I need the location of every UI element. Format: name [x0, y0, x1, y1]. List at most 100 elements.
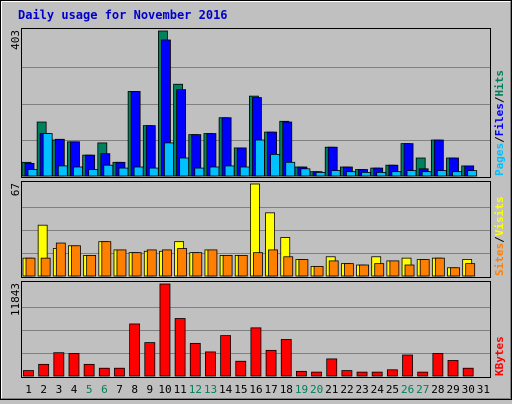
bar-pages-day-9: [148, 167, 159, 177]
legend-separator: /: [493, 236, 506, 243]
bar-pages-day-16: [255, 139, 265, 177]
bar-sites-day-8: [131, 252, 142, 277]
bar-sites-day-21: [328, 260, 339, 277]
bar-sites-day-15: [237, 255, 248, 277]
bar-kbytes-day-19: [296, 370, 307, 377]
bar-sites-day-1: [25, 257, 36, 277]
bar-pages-day-8: [133, 166, 144, 177]
bar-pages-day-13: [209, 166, 220, 177]
bar-pages-day-17: [270, 154, 280, 177]
max-value-label-top: 403: [9, 30, 22, 50]
panel-border-top: [21, 28, 491, 178]
max-value-label-middle: 67: [9, 183, 22, 196]
bar-sites-day-30: [465, 263, 476, 277]
bar-pages-day-29: [452, 171, 462, 177]
bar-kbytes-day-27: [417, 371, 429, 377]
legend-item-sites: Sites: [493, 243, 506, 276]
day-label-27: 27: [416, 383, 429, 396]
bar-sites-day-20: [313, 265, 324, 277]
bar-sites-day-7: [116, 249, 127, 277]
bar-pages-day-26: [406, 170, 417, 177]
bar-sites-day-17: [268, 249, 278, 277]
bar-sites-day-23: [359, 264, 369, 277]
bar-pages-day-3: [57, 165, 68, 177]
bar-kbytes-day-16: [250, 327, 262, 377]
bar-kbytes-day-2: [38, 363, 50, 377]
bar-pages-day-21: [330, 170, 341, 177]
bar-kbytes-day-30: [462, 367, 474, 377]
day-label-2: 2: [40, 383, 47, 396]
bar-pages-day-24: [376, 172, 387, 177]
bar-kbytes-day-12: [189, 342, 201, 377]
day-label-20: 20: [310, 383, 323, 396]
bar-pages-day-7: [118, 167, 129, 177]
day-label-8: 8: [131, 383, 138, 396]
panel-border-middle: [21, 181, 491, 278]
bar-kbytes-day-4: [68, 353, 80, 377]
day-label-28: 28: [431, 383, 444, 396]
day-label-5: 5: [86, 383, 93, 396]
bar-kbytes-day-25: [386, 369, 398, 377]
bar-pages-day-30: [467, 170, 478, 177]
bar-sites-day-19: [298, 259, 309, 277]
bar-sites-day-29: [450, 267, 460, 277]
day-label-16: 16: [249, 383, 262, 396]
bar-sites-day-13: [207, 249, 218, 277]
bar-sites-day-27: [419, 259, 430, 277]
bar-kbytes-day-20: [311, 371, 322, 377]
day-label-17: 17: [265, 383, 278, 396]
day-label-10: 10: [158, 383, 171, 396]
bar-kbytes-day-23: [356, 371, 368, 377]
bar-kbytes-day-17: [265, 349, 277, 377]
bar-kbytes-day-5: [83, 363, 95, 377]
bar-kbytes-day-21: [326, 358, 338, 377]
day-label-24: 24: [371, 383, 385, 396]
legend-separator: /: [493, 136, 506, 143]
legend-item-kbytes: KBytes: [493, 336, 506, 376]
max-value-label-bottom: 11843: [9, 283, 22, 316]
day-label-29: 29: [446, 383, 459, 396]
bar-kbytes-day-9: [144, 342, 156, 377]
bar-kbytes-day-1: [23, 370, 34, 377]
legend-item-files: Files: [493, 103, 506, 136]
bar-sites-day-5: [86, 255, 97, 277]
bar-pages-day-23: [361, 172, 371, 177]
bar-kbytes-day-15: [235, 360, 247, 377]
bar-kbytes-day-24: [371, 371, 383, 377]
panel-middle: 67: [9, 181, 491, 278]
legend-item-visits: Visits: [493, 197, 506, 237]
panel-bottom: 11843: [9, 281, 491, 378]
day-label-19: 19: [295, 383, 308, 396]
bar-pages-day-12: [194, 167, 205, 177]
day-label-23: 23: [356, 383, 369, 396]
bar-pages-day-14: [224, 165, 235, 177]
legend-bottom: KBytes: [493, 336, 506, 376]
bar-pages-day-11: [179, 157, 190, 177]
bar-pages-day-5: [88, 169, 99, 177]
bar-sites-day-9: [146, 249, 157, 277]
bar-pages-day-1: [27, 169, 38, 177]
bar-sites-day-16: [253, 252, 263, 277]
day-label-4: 4: [71, 383, 78, 396]
bar-pages-day-6: [103, 164, 114, 177]
bar-sites-day-22: [343, 263, 354, 277]
bar-sites-day-18: [283, 256, 294, 277]
day-label-1: 1: [25, 383, 32, 396]
bar-pages-day-2: [42, 133, 53, 177]
legend-top: Pages/Files/Hits: [493, 70, 506, 176]
bar-sites-day-25: [389, 260, 400, 277]
day-label-26: 26: [401, 383, 414, 396]
bar-kbytes-day-3: [53, 352, 65, 377]
bar-kbytes-day-14: [220, 335, 231, 377]
bar-sites-day-26: [404, 264, 415, 277]
day-label-18: 18: [280, 383, 293, 396]
bar-sites-day-10: [162, 249, 172, 277]
bar-pages-day-27: [421, 171, 432, 177]
day-label-31: 31: [477, 383, 490, 396]
bar-pages-day-10: [164, 142, 174, 177]
chart-title: Daily usage for November 2016: [18, 8, 228, 22]
day-label-15: 15: [234, 383, 247, 396]
day-label-21: 21: [325, 383, 338, 396]
